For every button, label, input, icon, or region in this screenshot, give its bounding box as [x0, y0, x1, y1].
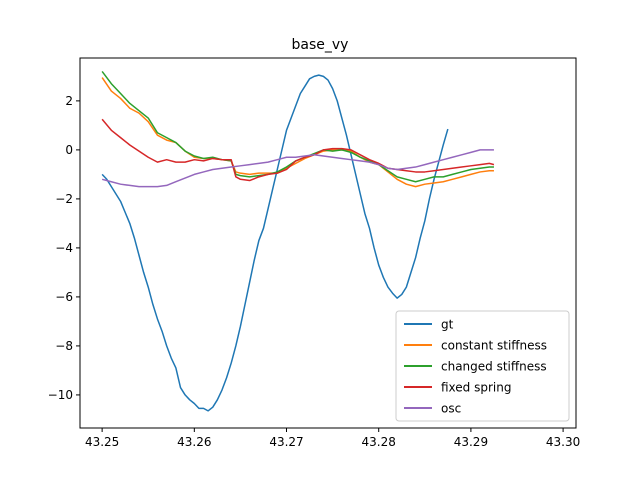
y-tick-label: 2 — [65, 94, 73, 108]
legend-label: fixed spring — [441, 381, 511, 395]
x-tick-label: 43.28 — [362, 435, 396, 449]
y-tick-label: −6 — [55, 290, 73, 304]
legend-label: gt — [441, 318, 454, 332]
legend: gt constant stiffness changed stiffness fix… — [395, 310, 570, 422]
y-tick-label: 0 — [65, 143, 73, 157]
x-tick-label: 43.25 — [85, 435, 119, 449]
x-tick-label: 43.30 — [546, 435, 580, 449]
legend-label: changed stiffness — [441, 360, 547, 374]
y-axis: 2 0 −2 −4 −6 −8 −10 — [48, 94, 80, 402]
legend-label: osc — [441, 402, 461, 416]
plot-lines — [101, 71, 495, 412]
x-tick-label: 43.27 — [269, 435, 303, 449]
x-tick-label: 43.29 — [454, 435, 488, 449]
series-line-1 — [101, 74, 449, 412]
y-tick-label: −4 — [55, 241, 73, 255]
y-tick-label: −8 — [55, 339, 73, 353]
axes-frame — [79, 57, 577, 429]
chart-title: base_vy — [292, 37, 349, 53]
series-line-2 — [101, 77, 494, 188]
series-line-4 — [101, 118, 495, 182]
x-tick-label: 43.26 — [177, 435, 211, 449]
legend-box — [395, 310, 570, 422]
x-axis: 43.25 43.26 43.27 43.28 43.29 43.30 — [85, 428, 580, 449]
series-line-5 — [101, 149, 494, 188]
y-tick-label: −2 — [55, 192, 73, 206]
legend-label: constant stiffness — [441, 339, 547, 353]
y-tick-label: −10 — [48, 388, 73, 402]
